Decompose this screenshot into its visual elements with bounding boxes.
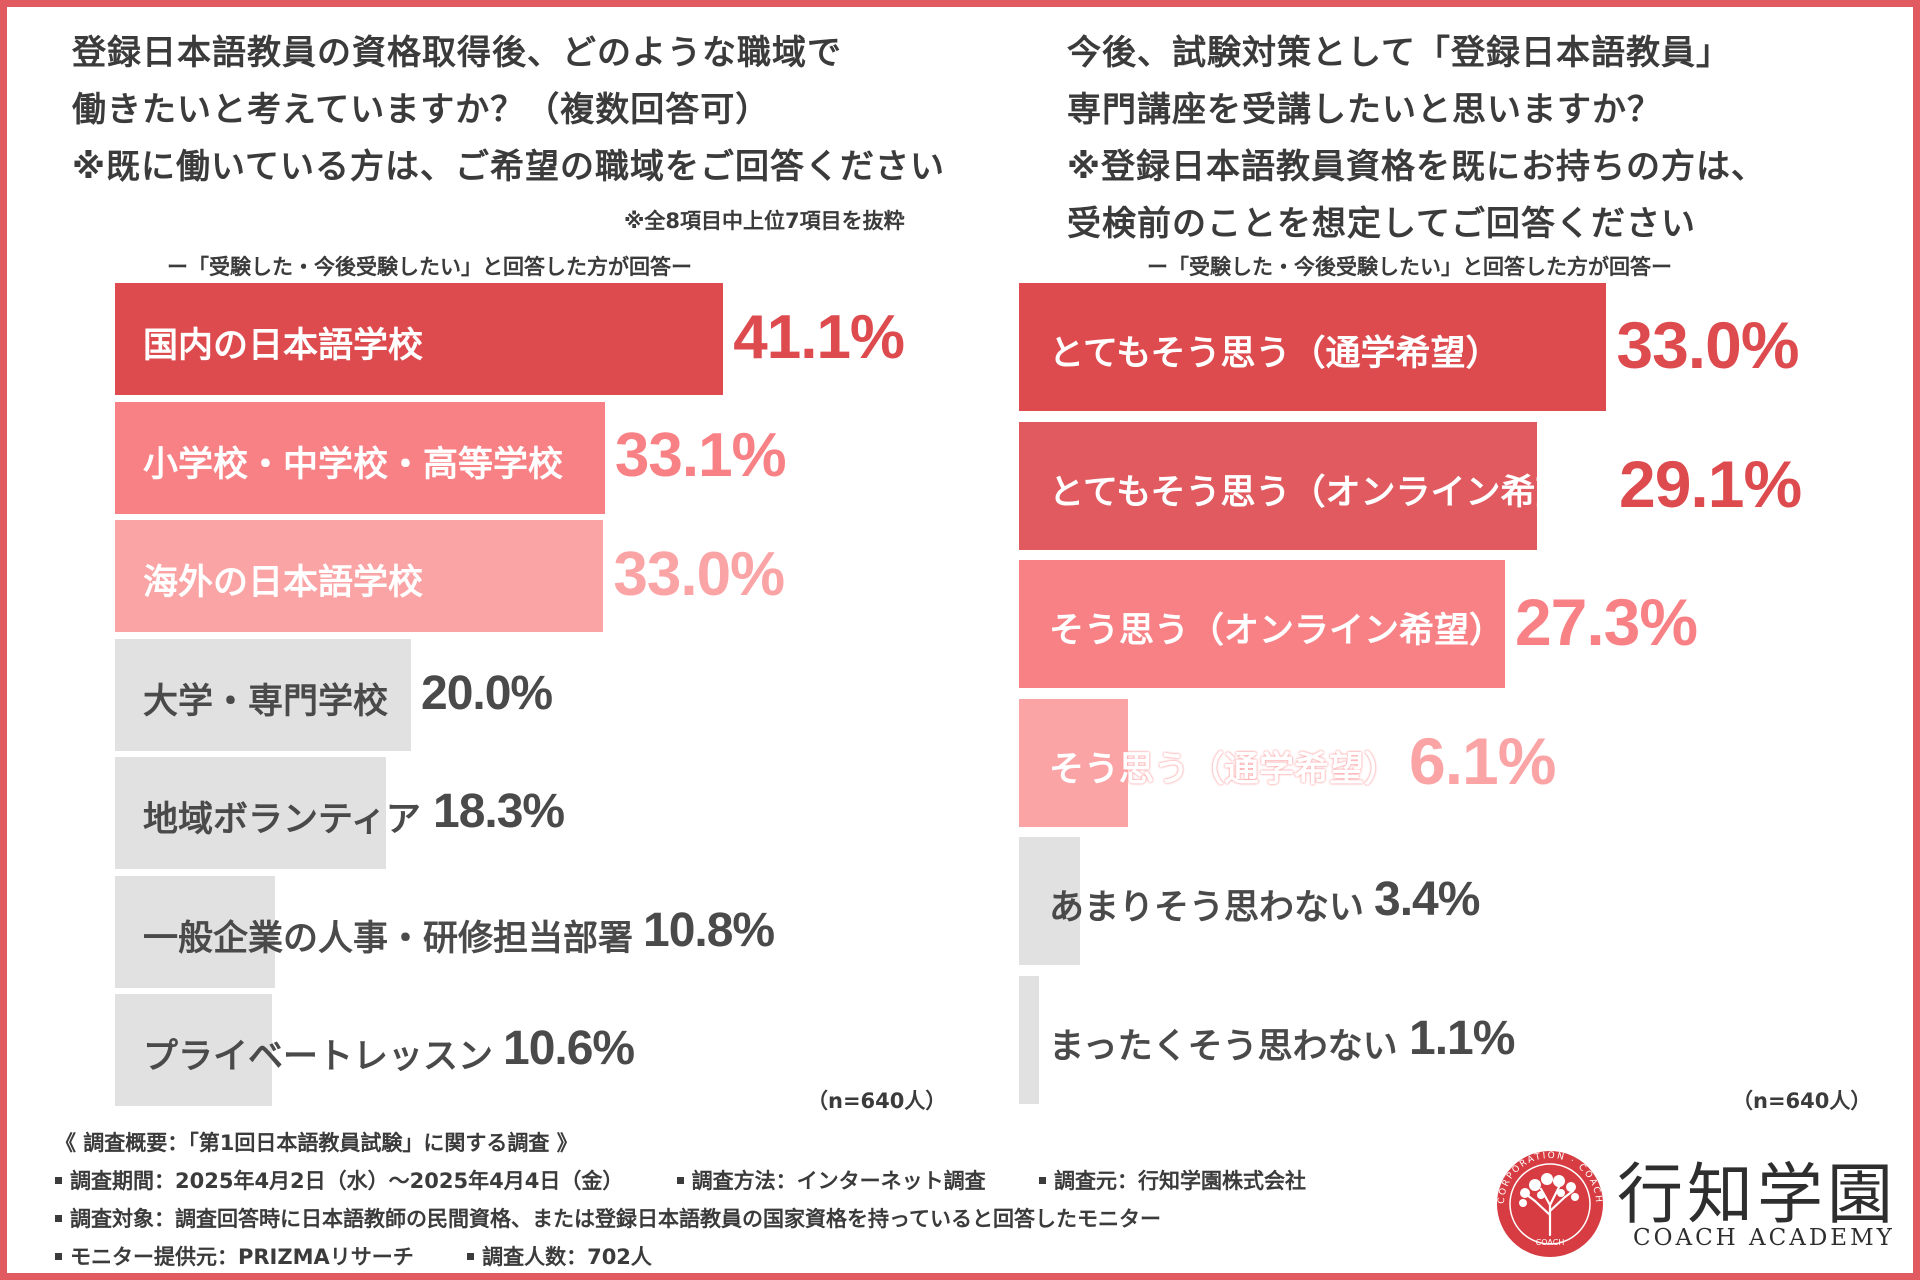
survey-count: 調査人数：702人 xyxy=(482,1245,652,1269)
bar-4 xyxy=(1019,698,1128,827)
bar-label-2: とてもそう思う（オンライン希望） xyxy=(1049,472,1606,513)
bar-label-1: 国内の日本語学校 xyxy=(143,326,424,367)
bar-label-5: 地域ボランティア xyxy=(143,800,421,841)
bar-value-4: 20.0% xyxy=(421,666,553,720)
footer-heading: 《 調査概要：「第1回日本語教員試験」に関する調査 》 xyxy=(55,1131,578,1155)
bar-label-5: あまりそう思わない xyxy=(1049,888,1365,929)
bar-value-3: 27.3% xyxy=(1514,585,1698,660)
left-note: ※全8項目中上位7項目を抜粋 xyxy=(624,209,905,233)
bar-value-6: 1.1% xyxy=(1409,1011,1515,1065)
bar-3 xyxy=(115,520,604,632)
bar-5 xyxy=(115,757,386,869)
survey-target: 調査対象：調査回答時に日本語教師の民間資格、または登録日本語教員の国家資格を持っ… xyxy=(70,1207,1161,1231)
bar-6 xyxy=(1019,975,1039,1104)
bar-value-2: 33.1% xyxy=(614,421,787,491)
survey-source: 調査元：行知学園株式会社 xyxy=(1053,1169,1306,1193)
right-question-title: 今後、試験対策として「登録日本語教員」 専門講座を受講したいと思いますか？ ※登… xyxy=(1067,33,1767,244)
bar-4 xyxy=(115,638,411,751)
bar-value-5: 3.4% xyxy=(1374,873,1480,927)
bar-value-1: 33.0% xyxy=(1616,308,1799,383)
survey-footer: 《 調査概要：「第1回日本語教員試験」に関する調査 》 調査期間：2025年4月… xyxy=(55,1127,1352,1279)
bar-label-3: 海外の日本語学校 xyxy=(143,563,424,604)
bar-value-5: 18.3% xyxy=(433,785,565,839)
bullet-icon xyxy=(467,1252,475,1260)
tree-seal-icon: CORPORATION · COACH COACH xyxy=(1497,1151,1603,1257)
bar-2 xyxy=(115,401,605,514)
bar-value-2: 29.1% xyxy=(1619,446,1802,521)
bar-label-4: そう思う（通学希望） xyxy=(1049,749,1400,790)
bullet-icon xyxy=(55,1252,62,1260)
bullet-icon xyxy=(1038,1176,1046,1184)
right-sample-size: （n=640人） xyxy=(1732,1089,1872,1113)
logo-name: 行知学園 xyxy=(1617,1156,1897,1233)
bar-label-1: とてもそう思う（通学希望） xyxy=(1049,334,1501,375)
bar-value-3: 33.0% xyxy=(613,539,785,609)
bar-value-6: 10.8% xyxy=(643,903,775,957)
bar-2 xyxy=(1019,421,1537,550)
bar-label-3: そう思う（オンライン希望） xyxy=(1049,611,1505,652)
bar-label-7: プライベートレッスン xyxy=(143,1037,494,1078)
right-subtitle: ー「受験した・今後受験したい」と回答した方が回答ー xyxy=(1147,255,1672,279)
bar-7 xyxy=(115,994,272,1106)
bar-label-6: まったくそう思わない xyxy=(1049,1026,1398,1067)
bullet-icon xyxy=(676,1176,684,1184)
bar-value-4: 6.1% xyxy=(1409,723,1556,798)
left-subtitle: ー「受験した・今後受験したい」と回答した方が回答ー xyxy=(167,255,692,279)
bar-value-7: 10.6% xyxy=(503,1022,635,1076)
bar-6 xyxy=(115,875,275,988)
left-question-title: 登録日本語教員の資格取得後、どのような職域で 働きたいと考えていますか？（複数回… xyxy=(72,33,946,187)
bar-value-1: 41.1% xyxy=(733,302,905,372)
bar-5 xyxy=(1019,837,1080,965)
bullet-icon xyxy=(55,1176,62,1184)
bar-1 xyxy=(115,283,724,395)
bar-label-6: 一般企業の人事・研修担当部署 xyxy=(143,918,634,959)
left-sample-size: （n=640人） xyxy=(807,1089,947,1113)
bar-1 xyxy=(1019,283,1607,411)
bullet-icon xyxy=(55,1214,62,1222)
survey-method: 調査方法：インターネット調査 xyxy=(691,1169,986,1193)
monitor-provider: モニター提供元：PRIZMAリサーチ xyxy=(70,1245,414,1269)
company-logo: CORPORATION · COACH COACH 行知学園 COACH ACA… xyxy=(1495,1149,1905,1263)
survey-period: 調査期間：2025年4月2日（水）～2025年4月4日（金） xyxy=(70,1169,624,1193)
logo-subtitle: COACH ACADEMY xyxy=(1633,1225,1895,1251)
bar-3 xyxy=(1019,560,1505,688)
bar-label-2: 小学校・中学校・高等学校 xyxy=(143,444,564,485)
svg-text:COACH: COACH xyxy=(1536,1238,1565,1247)
bar-label-4: 大学・専門学校 xyxy=(143,681,389,722)
